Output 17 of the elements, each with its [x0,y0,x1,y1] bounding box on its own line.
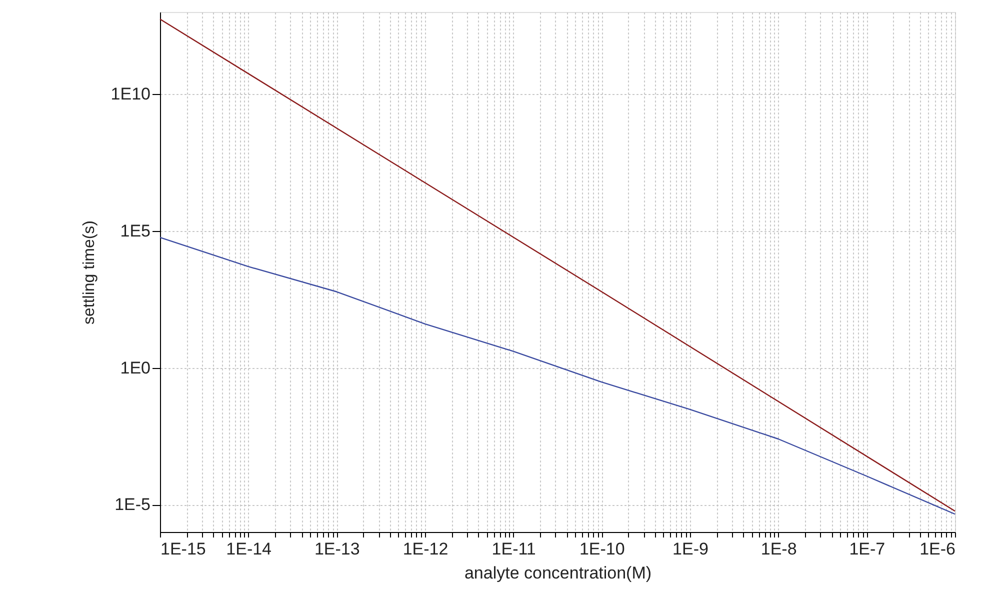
x-tick-label: 1E-9 [672,540,708,558]
y-axis-title: settling time(s) [80,220,98,325]
x-tick-label: 1E-13 [314,540,360,558]
x-tick-label: 1E-14 [226,540,272,558]
x-tick-label: 1E-7 [849,540,886,558]
x-axis-title: analyte concentration(M) [464,564,652,582]
y-tick-label: 1E10 [110,84,150,104]
x-tick-label: 1E-10 [579,540,625,558]
y-tick-label: 1E5 [120,221,150,240]
x-tick-label: 1E-11 [492,540,536,558]
x-tick-label: 1E-15 [160,540,206,558]
x-tick-label: 1E-12 [402,540,448,558]
x-tick-label: 1E-8 [760,540,797,558]
y-tick-label: 1E-5 [114,495,150,514]
x-tick-label: 1E-6 [920,540,956,558]
y-tick-label: 1E0 [120,358,150,378]
line-series [159,236,956,515]
